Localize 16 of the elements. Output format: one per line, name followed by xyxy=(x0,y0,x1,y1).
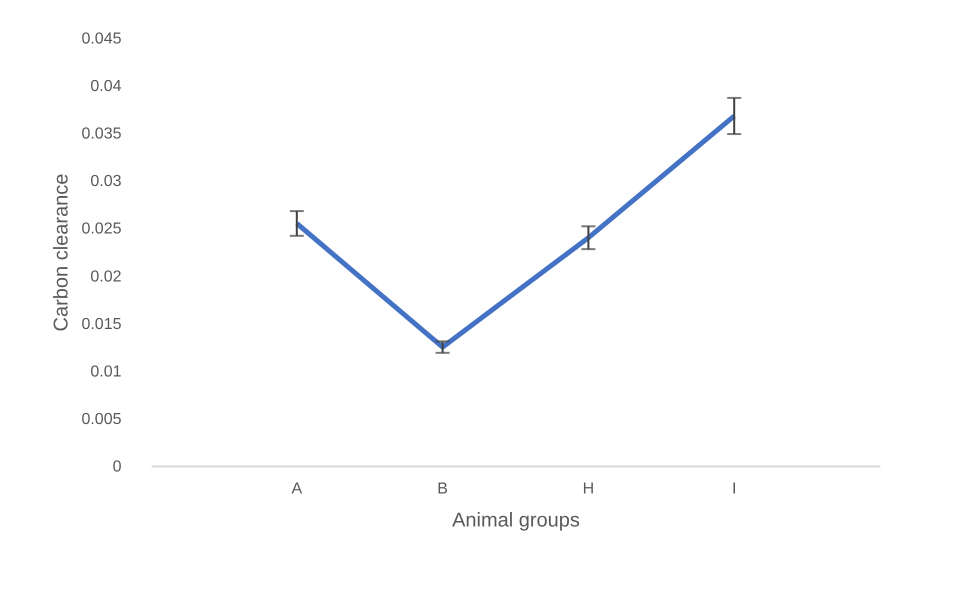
x-tick-label: I xyxy=(732,480,736,498)
x-tick-label: H xyxy=(582,480,594,498)
y-tick-label: 0.015 xyxy=(81,316,122,333)
y-tick-label: 0.01 xyxy=(90,363,122,380)
y-axis-title: Carbon clearance xyxy=(50,174,72,332)
y-tick-label: 0 xyxy=(112,458,122,476)
x-tick-label: B xyxy=(437,480,448,498)
x-axis-title: Animal groups xyxy=(452,510,580,532)
y-tick-label: 0.025 xyxy=(81,220,122,238)
y-tick-label: 0.04 xyxy=(90,78,122,96)
y-tick-label: 0.035 xyxy=(81,126,122,143)
y-tick-label: 0.045 xyxy=(81,30,122,48)
x-tick-label: A xyxy=(291,480,302,498)
y-tick-label: 0.03 xyxy=(90,173,122,190)
y-tick-label: 0.02 xyxy=(90,268,122,286)
y-tick-label: 0.005 xyxy=(81,410,122,428)
